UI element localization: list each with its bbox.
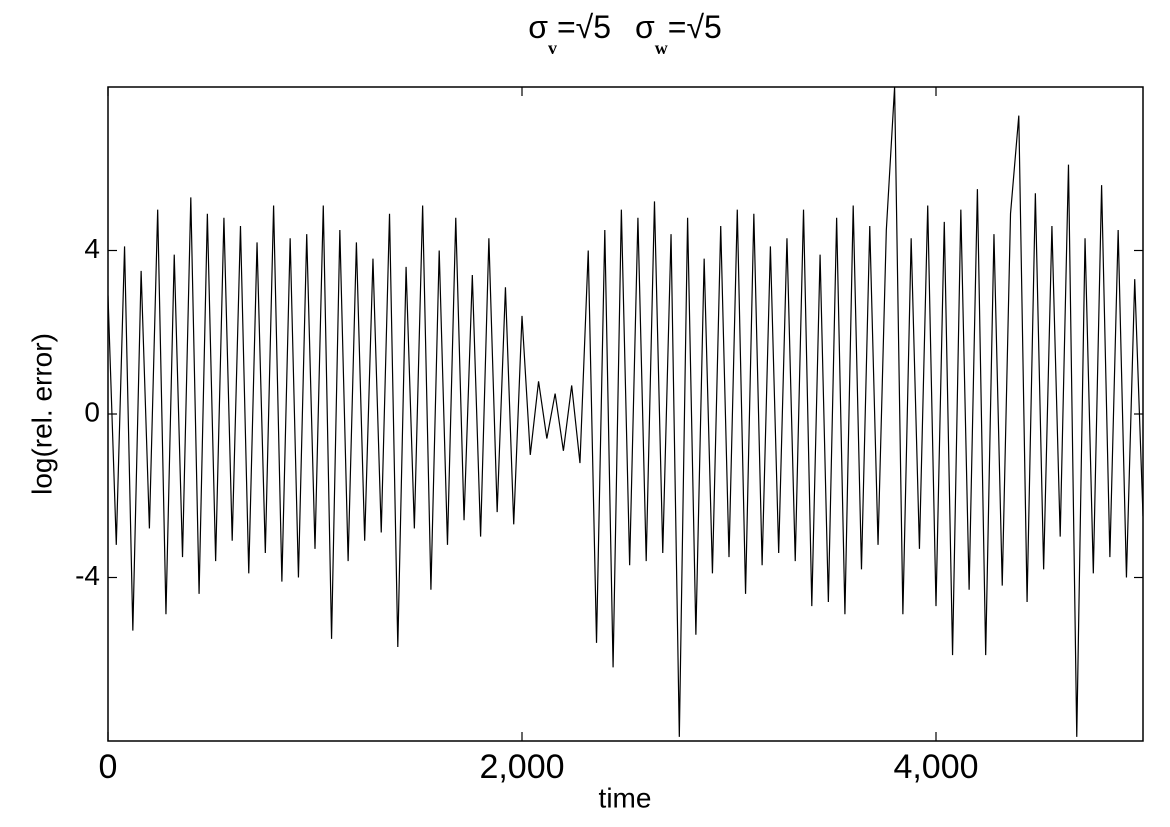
y-tick-label: 0 <box>84 396 100 427</box>
y-axis-label: log(rel. error) <box>26 333 57 495</box>
x-tick-label: 2,000 <box>479 748 564 786</box>
plot-frame <box>107 86 1144 742</box>
chart-title: σv=√5 σw=√5 <box>528 9 722 58</box>
y-tick-label: 4 <box>84 233 100 264</box>
x-tick-label: 0 <box>99 748 118 786</box>
x-axis-label: time <box>599 782 652 813</box>
y-tick-label: -4 <box>75 560 100 591</box>
x-tick-label: 4,000 <box>893 748 978 786</box>
data-line <box>108 87 1143 737</box>
